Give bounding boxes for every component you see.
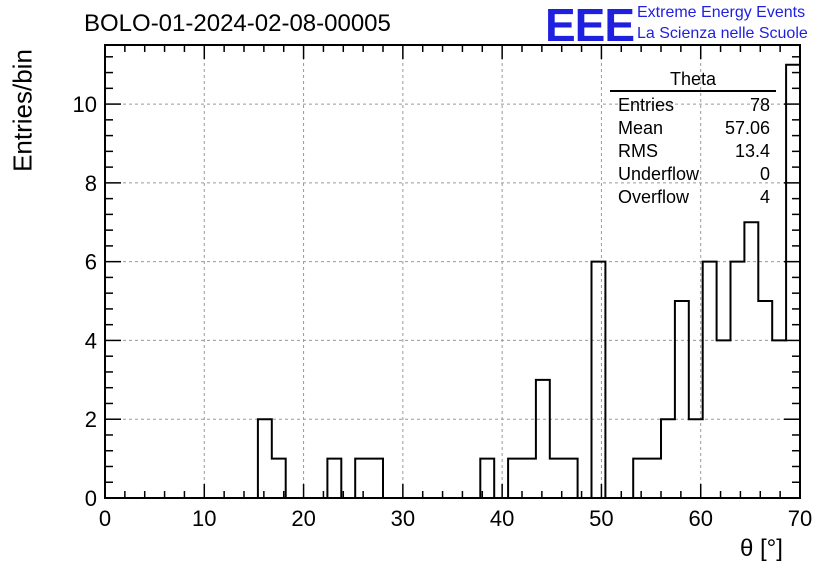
stats-label: Entries xyxy=(618,95,675,115)
y-tick-label: 6 xyxy=(85,250,97,275)
stats-row-mean: Mean 57.06 xyxy=(610,117,776,140)
stats-row-underflow: Underflow 0 xyxy=(610,163,776,186)
x-tick-label: 30 xyxy=(391,506,415,531)
histogram-bin xyxy=(258,419,272,498)
stats-box: Theta Entries 78 Mean 57.06 RMS 13.4 Und… xyxy=(610,68,776,209)
logo-caption-line1: Extreme Energy Events xyxy=(637,4,806,21)
stats-value: 4 xyxy=(759,187,770,207)
histogram-bin xyxy=(744,222,758,498)
stats-label: RMS xyxy=(618,141,658,161)
stats-value: 78 xyxy=(749,95,770,115)
chart-title: BOLO-01-2024-02-08-00005 xyxy=(84,10,391,37)
stats-row-overflow: Overflow 4 xyxy=(610,186,776,209)
stats-label: Overflow xyxy=(618,187,690,207)
stats-value: 0 xyxy=(759,164,770,184)
y-tick-label: 0 xyxy=(85,486,97,511)
histogram-bin xyxy=(355,459,369,498)
histogram-bin xyxy=(786,65,800,498)
x-tick-label: 60 xyxy=(688,506,712,531)
histogram-bin xyxy=(647,459,661,498)
x-tick-label: 50 xyxy=(589,506,613,531)
stats-row-rms: RMS 13.4 xyxy=(610,140,776,163)
histogram-bin xyxy=(758,301,772,498)
histogram-bin xyxy=(633,459,647,498)
stats-label: Underflow xyxy=(618,164,700,184)
histogram-bin xyxy=(731,262,745,498)
logo-caption-line2: La Scienza nelle Scuole xyxy=(637,25,808,42)
histogram-bin xyxy=(327,459,341,498)
histogram-bin xyxy=(675,301,689,498)
plot-frame xyxy=(104,44,801,499)
stats-value: 57.06 xyxy=(724,118,770,138)
histogram-bin xyxy=(536,380,550,498)
x-tick-label: 70 xyxy=(788,506,812,531)
x-axis-label: θ [°] xyxy=(740,535,783,562)
histogram-bin xyxy=(564,459,578,498)
stats-row-entries: Entries 78 xyxy=(610,94,776,117)
x-tick-label: 40 xyxy=(490,506,514,531)
histogram-bin xyxy=(592,262,606,498)
y-tick-label: 4 xyxy=(85,328,97,353)
x-tick-label: 0 xyxy=(99,506,111,531)
eee-logo: EEE xyxy=(545,0,635,51)
histogram-bin xyxy=(369,459,383,498)
stats-label: Mean xyxy=(618,118,664,138)
histogram-bin xyxy=(703,262,717,498)
y-tick-label: 2 xyxy=(85,407,97,432)
histogram-bin xyxy=(522,459,536,498)
histogram-outline xyxy=(256,63,801,498)
stats-value: 13.4 xyxy=(734,141,770,161)
x-tick-label: 20 xyxy=(291,506,315,531)
y-tick-label: 8 xyxy=(85,171,97,196)
y-tick-label: 10 xyxy=(73,92,97,117)
x-tick-label: 10 xyxy=(192,506,216,531)
histogram-bin xyxy=(661,419,675,498)
histogram-bin xyxy=(508,459,522,498)
stats-title: Theta xyxy=(610,68,776,92)
